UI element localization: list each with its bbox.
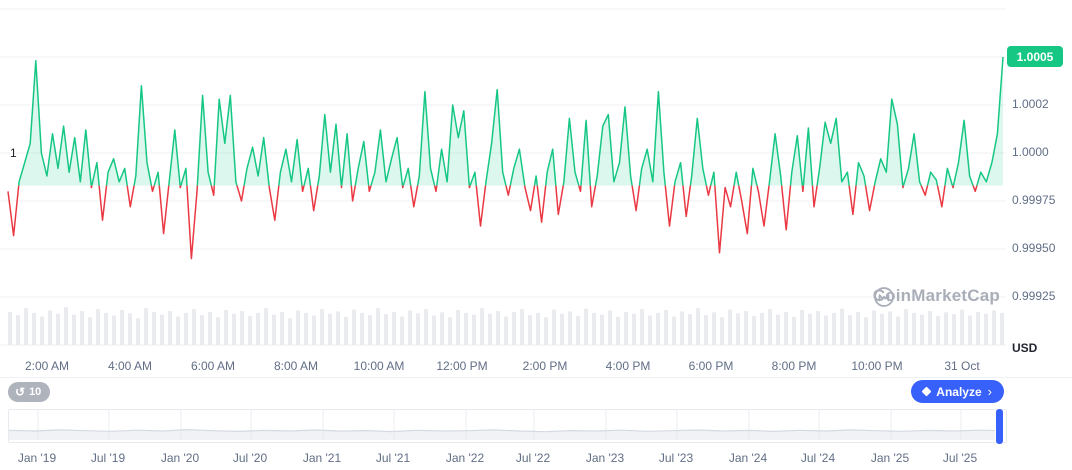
timeline-date-label: Jul '20 <box>232 451 268 465</box>
currency-unit-label: USD <box>1012 341 1038 355</box>
timeline-date-label: Jul '21 <box>375 451 411 465</box>
analyze-label: Analyze <box>936 384 982 399</box>
y-axis-label: 1.0002 <box>1012 97 1049 111</box>
timeline-date-label: Jul '22 <box>515 451 551 465</box>
y-axis-labels: 1.0005 USD 1.0002 1.0000 0.99975 0.99950 0.9… <box>1006 0 1072 377</box>
scrubber-handle[interactable] <box>995 408 1004 445</box>
y-axis-label: 0.99925 <box>1012 289 1056 303</box>
timeline-scrubber[interactable] <box>8 408 1007 445</box>
timeline-date-label: Jan '19 <box>17 451 57 465</box>
timeline-date-label: Jan '25 <box>870 451 910 465</box>
chevron-right-icon: › <box>987 384 992 399</box>
sparkle-icon <box>921 386 932 397</box>
timeline-date-label: Jul '25 <box>942 451 978 465</box>
history-icon: ↺ <box>15 385 26 399</box>
price-chart-svg[interactable] <box>0 0 1006 377</box>
timeline-date-label: Jan '22 <box>445 451 485 465</box>
minimap-svg <box>9 410 1004 440</box>
y-axis-label: 0.99950 <box>1012 241 1056 255</box>
timeline-date-label: Jul '24 <box>800 451 836 465</box>
price-chart[interactable]: 1 CoinMarketCap 2:00 AM 4:00 AM 6:00 AM 8:0… <box>0 0 1006 377</box>
timeline-panel: ↺ 10 Analyze › Jan '19 Jul '19 Jan '20 Jul … <box>0 377 1072 470</box>
y-axis-label: 1.0000 <box>1012 145 1049 159</box>
history-badge[interactable]: ↺ 10 <box>8 382 51 402</box>
timeline-date-label: Jul '19 <box>90 451 126 465</box>
current-price-badge: 1.0005 <box>1007 46 1063 67</box>
timeline-date-label: Jul '23 <box>658 451 694 465</box>
analyze-button[interactable]: Analyze › <box>911 380 1004 403</box>
y-axis-label: 0.99975 <box>1012 193 1056 207</box>
timeline-date-label: Jan '20 <box>160 451 200 465</box>
history-count: 10 <box>29 386 42 398</box>
timeline-date-label: Jan '23 <box>585 451 625 465</box>
timeline-date-label: Jan '21 <box>302 451 342 465</box>
timeline-date-label: Jan '24 <box>728 451 768 465</box>
timeline-date-labels: Jan '19 Jul '19 Jan '20 Jul '20 Jan '21 Jul '… <box>0 451 1072 467</box>
